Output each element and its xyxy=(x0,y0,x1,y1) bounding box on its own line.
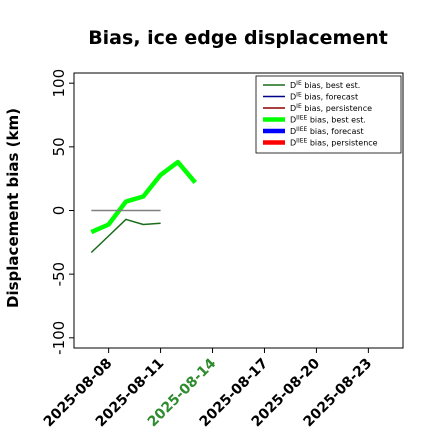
y-tick-label: 50 xyxy=(50,137,68,156)
plot-area: 100500-50-1002025-08-082025-08-112025-08… xyxy=(41,69,404,430)
series-line-3 xyxy=(90,159,197,235)
legend: DIE bias, best est. DIE bias, forecastDIE… xyxy=(255,75,402,154)
y-tick-label: -100 xyxy=(50,321,68,355)
series-line-0 xyxy=(90,218,161,254)
legend-box xyxy=(255,75,402,154)
legend-label: DIIEE bias, forecast xyxy=(290,126,364,136)
legend-label: DIIEE bias, persistence xyxy=(290,138,378,148)
y-tick-label: 100 xyxy=(50,69,68,98)
legend-label: DIE bias, persistence xyxy=(290,103,372,113)
legend-label: DIE bias, best est. xyxy=(290,80,360,90)
y-axis-label: Displacement bias (km) xyxy=(4,108,22,308)
y-tick-label: -50 xyxy=(50,262,68,287)
chart-title: Bias, ice edge displacement xyxy=(88,27,388,49)
y-tick-label: 0 xyxy=(50,206,68,216)
legend-label: DIE bias, forecast xyxy=(290,92,358,102)
legend-label: DIIEE bias, best est. xyxy=(290,115,366,125)
